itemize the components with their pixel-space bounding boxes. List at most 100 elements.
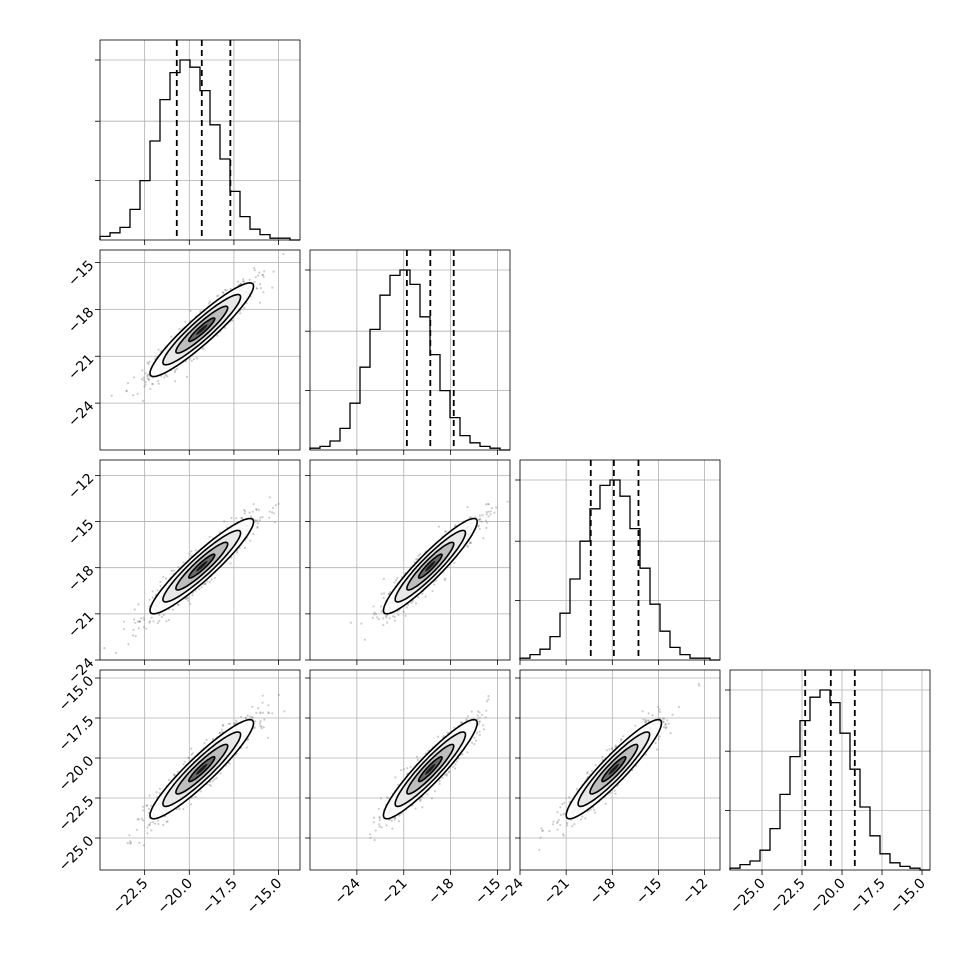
scatter-point: [267, 736, 270, 739]
scatter-point: [162, 613, 165, 617]
scatter-point: [146, 832, 149, 835]
scatter-point: [271, 506, 275, 509]
panel-frame: [99, 669, 301, 871]
scatter-point: [495, 506, 498, 509]
scatter-point: [360, 622, 363, 625]
scatter-point: [254, 720, 257, 723]
scatter-point: [148, 379, 151, 382]
scatter-point: [473, 743, 476, 746]
scatter-point: [470, 710, 473, 713]
scatter-point: [191, 594, 194, 597]
scatter-point: [177, 603, 180, 606]
scatter-point: [482, 724, 485, 727]
scatter-point: [465, 718, 468, 721]
scatter-point: [383, 592, 386, 595]
scatter-point: [199, 310, 202, 313]
scatter-point: [255, 287, 258, 290]
contour-line-3: [187, 317, 216, 343]
scatter-point: [478, 733, 481, 737]
scatter-point: [199, 790, 202, 793]
scatter-point: [256, 519, 259, 522]
scatter-point: [484, 519, 488, 522]
scatter-point: [385, 824, 388, 827]
scatter-point: [268, 496, 271, 499]
scatter-point: [219, 772, 222, 775]
scatter-point: [454, 763, 457, 766]
scatter-point: [378, 823, 381, 826]
scatter-point: [136, 818, 139, 821]
scatter-point: [548, 829, 551, 833]
contour-line-0: [149, 517, 255, 615]
scatter-point: [393, 619, 396, 622]
scatter-point: [158, 787, 161, 790]
scatter-point: [254, 519, 257, 522]
scatter-point: [487, 695, 490, 698]
scatter-point: [213, 576, 216, 580]
scatter-point: [138, 841, 141, 844]
scatter-point: [487, 515, 490, 518]
scatter-point: [203, 741, 206, 745]
density-level-4: [196, 324, 208, 335]
scatter-point: [228, 762, 231, 765]
scatter-point: [158, 613, 161, 617]
scatter-point: [445, 773, 448, 776]
panel-3-2: −24 −21 −18 −15 −12: [495, 669, 721, 908]
scatter-point: [173, 371, 177, 374]
scatter-point: [267, 711, 270, 714]
scatter-point: [251, 716, 254, 719]
scatter-point: [147, 811, 150, 814]
scatter-point: [211, 780, 214, 783]
scatter-point: [397, 820, 401, 823]
scatter-point: [438, 782, 441, 786]
scatter-point: [146, 373, 149, 376]
scatter-point: [251, 705, 254, 708]
scatter-point: [255, 507, 258, 511]
scatter-point: [137, 817, 140, 821]
scatter-point: [143, 618, 146, 622]
scatter-point: [485, 526, 488, 530]
scatter-point: [414, 602, 418, 605]
scatter-point: [200, 586, 203, 589]
scatter-point: [253, 726, 256, 729]
scatter-point: [185, 375, 188, 378]
scatter-point: [453, 767, 457, 770]
scatter-point: [471, 741, 474, 744]
scatter-point: [151, 382, 154, 386]
scatter-point: [241, 516, 244, 520]
scatter-point: [377, 618, 380, 621]
scatter-point: [478, 716, 481, 719]
scatter-point: [142, 805, 145, 808]
scatter-point: [441, 776, 444, 780]
scatter-point: [380, 826, 383, 829]
scatter-point: [166, 375, 169, 378]
scatter-point: [194, 549, 197, 552]
scatter-point: [436, 735, 440, 738]
scatter-point: [249, 539, 252, 542]
scatter-point: [385, 796, 389, 799]
scatter-point: [158, 792, 161, 795]
scatter-point: [444, 530, 447, 533]
scatter-point: [248, 278, 251, 281]
scatter-point: [165, 820, 168, 824]
scatter-point: [481, 514, 484, 517]
scatter-point: [132, 628, 135, 632]
scatter-point: [261, 701, 264, 704]
scatter-point: [129, 841, 132, 844]
scatter-point: [167, 618, 170, 622]
scatter-point: [373, 839, 376, 842]
scatter-point: [225, 289, 228, 292]
density-level-4: [196, 560, 208, 572]
scatter-point: [555, 821, 559, 825]
scatter-group: [110, 252, 285, 403]
scatter-point: [233, 722, 236, 725]
scatter-point: [409, 765, 412, 769]
scatter-point: [172, 569, 175, 572]
scatter-point: [262, 726, 265, 729]
scatter-point: [473, 736, 476, 740]
contour-line-3: [187, 756, 216, 783]
scatter-point: [146, 361, 149, 364]
scatter-point: [122, 620, 125, 623]
scatter-point: [476, 714, 479, 717]
y-tick-label-2-0: −12: [65, 470, 97, 502]
scatter-point: [259, 720, 262, 723]
